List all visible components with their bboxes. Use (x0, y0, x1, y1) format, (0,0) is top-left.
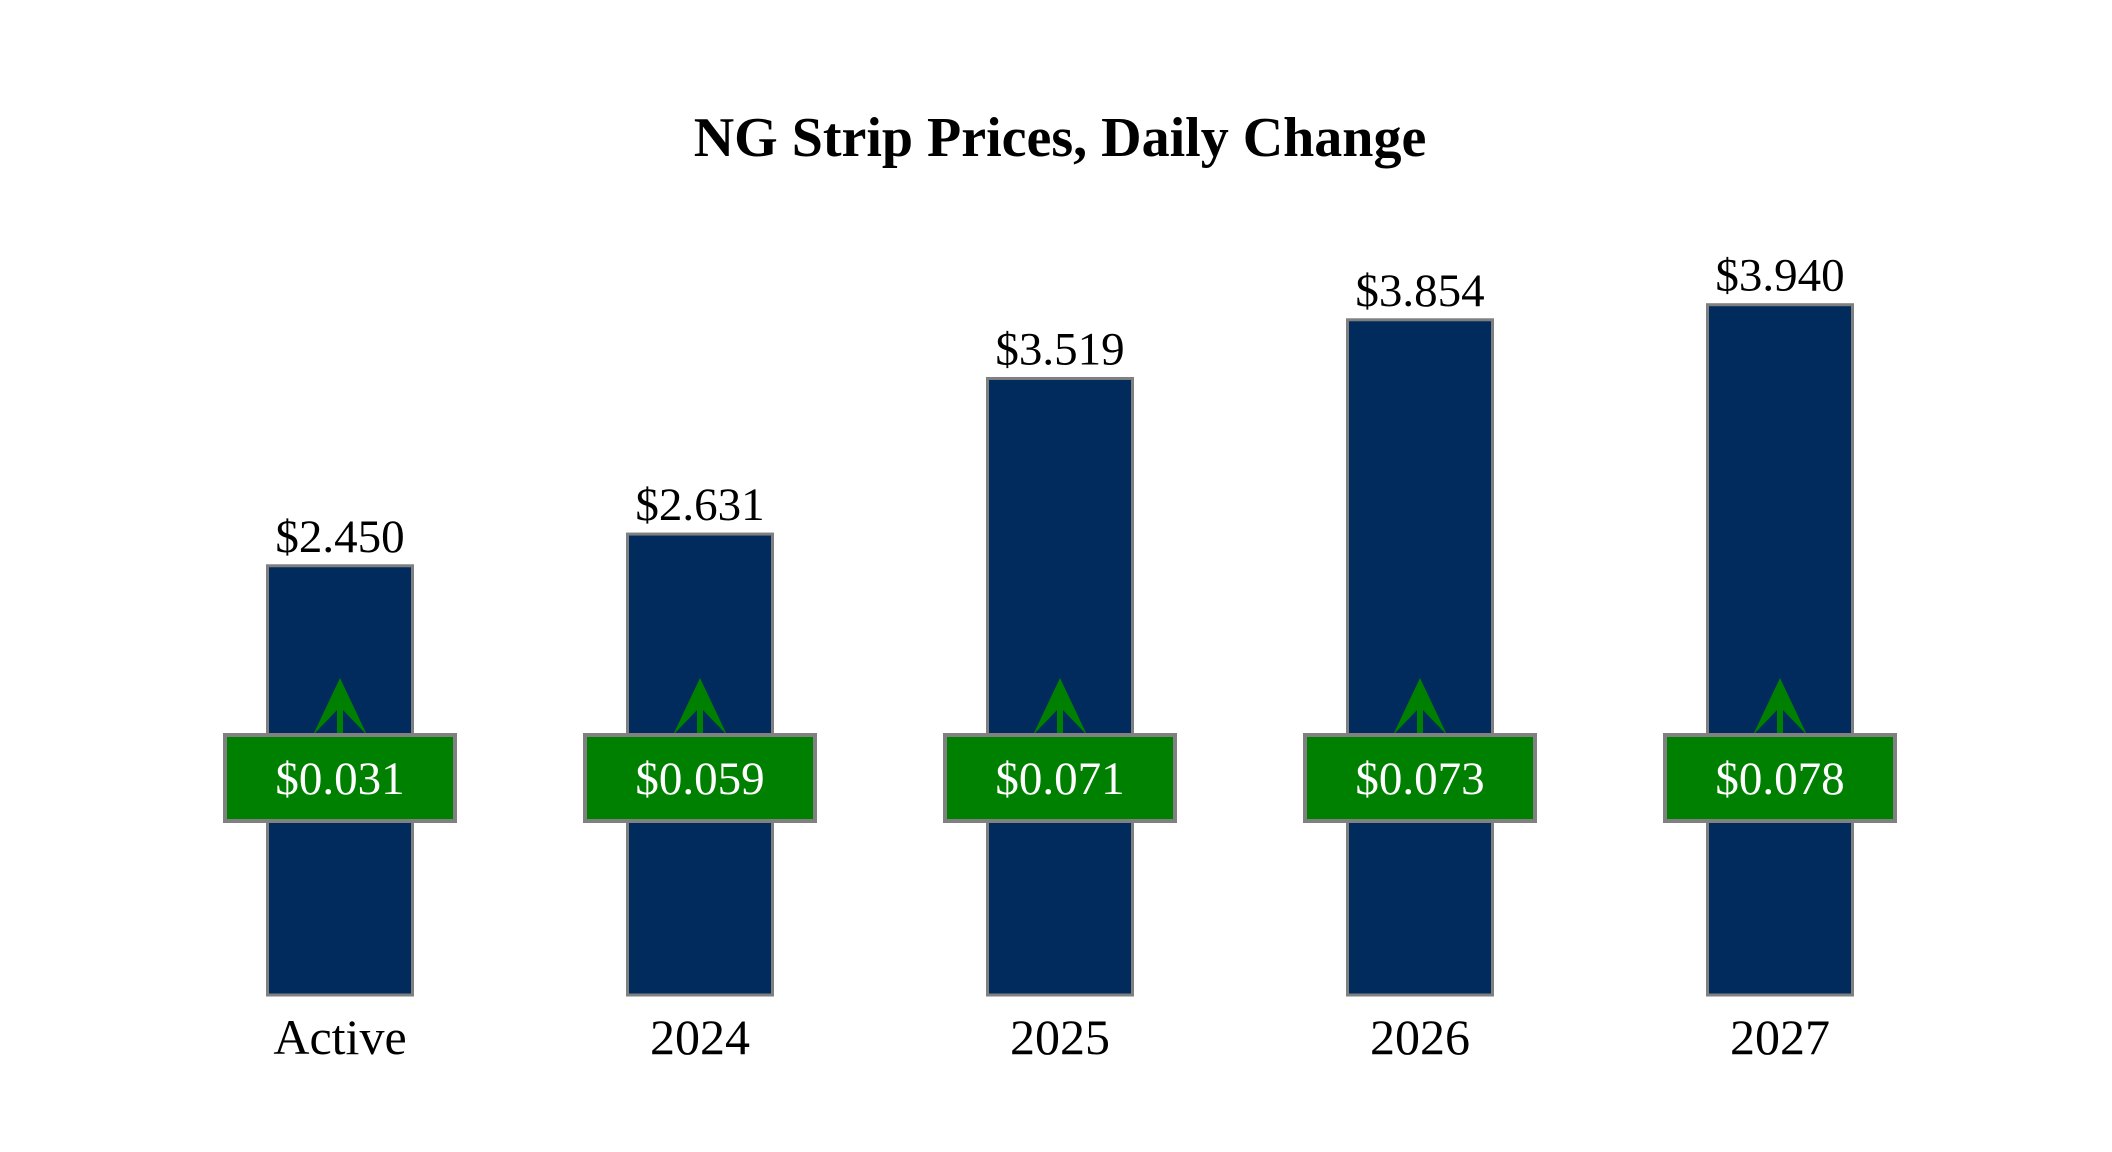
x-tick-label: 2025 (1010, 1009, 1110, 1065)
up-arrow-icon (1753, 678, 1807, 735)
value-label: $2.631 (635, 479, 764, 531)
change-label: $0.031 (275, 753, 404, 805)
change-label: $0.059 (635, 753, 764, 805)
x-tick-label: 2026 (1370, 1009, 1470, 1065)
up-arrow-icon (313, 678, 367, 735)
change-box (223, 733, 457, 823)
bars: $2.450 $0.031 Active $2.631 $0.059 2024 $3.519… (223, 250, 1897, 1065)
x-tick-label: 2027 (1730, 1009, 1830, 1065)
change-box (1303, 733, 1537, 823)
value-label: $3.940 (1715, 250, 1844, 302)
x-tick-label: 2024 (650, 1009, 750, 1065)
change-box (1663, 733, 1897, 823)
change-label: $0.078 (1715, 753, 1844, 805)
change-box (943, 733, 1177, 823)
x-tick-label: Active (273, 1009, 406, 1065)
value-label: $3.854 (1355, 265, 1484, 317)
value-label: $2.450 (275, 511, 404, 563)
up-arrow-icon (673, 678, 727, 735)
change-box (583, 733, 817, 823)
up-arrow-icon (1033, 678, 1087, 735)
change-label: $0.073 (1355, 753, 1484, 805)
value-label: $3.519 (995, 323, 1124, 375)
up-arrow-icon (1393, 678, 1447, 735)
bar (1706, 303, 1854, 997)
chart-title: NG Strip Prices, Daily Change (694, 107, 1427, 169)
change-label: $0.071 (995, 753, 1124, 805)
bar (1346, 318, 1494, 997)
